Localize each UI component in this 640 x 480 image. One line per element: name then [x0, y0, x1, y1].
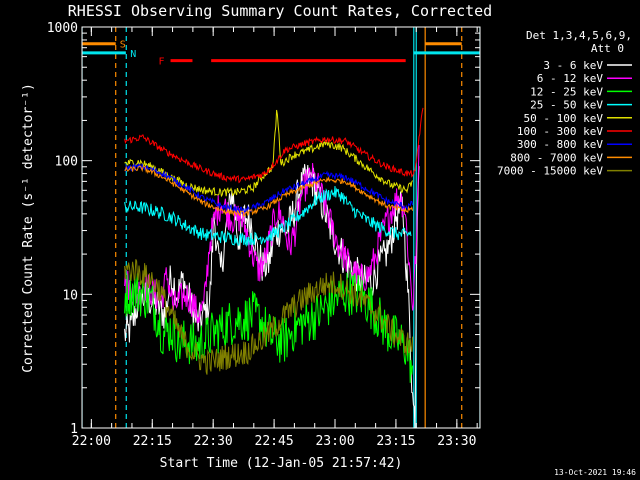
flag-label-S: S [120, 40, 126, 51]
axes: 1 10 100 1000 22:00 22:15 22:30 22:45 23:00 23:15… [47, 21, 480, 449]
y-tick-label-0: 1 [70, 422, 78, 437]
series-line-1 [124, 144, 420, 324]
legend-label-2: 12 - 25 keV [530, 85, 603, 98]
series-line-0 [124, 164, 420, 428]
legend-label-4: 50 - 100 keV [524, 112, 604, 125]
x-tick-label-1: 22:15 [133, 434, 172, 449]
plot-area [82, 27, 480, 428]
y-axis-label: Corrected Count Rate (s⁻¹ detector⁻¹) [21, 83, 36, 373]
legend-label-7: 800 - 7000 keV [510, 151, 603, 164]
series-line-7 [124, 165, 414, 218]
legend-header-line-1: Det 1,3,4,5,6,9, [526, 29, 632, 42]
series-line-5 [124, 107, 424, 184]
x-axis-label: Start Time (12-Jan-05 21:57:42) [160, 456, 403, 471]
y-tick-label-2: 100 [55, 155, 78, 170]
series-line-3 [124, 186, 412, 248]
legend-label-0: 3 - 6 keV [543, 59, 603, 72]
flag-label-F: F [159, 57, 165, 68]
legend-label-1: 6 - 12 keV [537, 72, 604, 85]
x-tick-label-0: 22:00 [72, 434, 111, 449]
legend-label-8: 7000 - 15000 keV [497, 165, 603, 178]
series-line-2 [124, 270, 414, 383]
plot-frame [81, 26, 481, 429]
footer-date: 13-Oct-2021 19:46 [554, 468, 636, 477]
legend-header-line-2: Att 0 [591, 42, 624, 55]
x-tick-label-6: 23:30 [437, 434, 476, 449]
flag-label-N: N [130, 49, 136, 60]
y-tick-label-3: 1000 [47, 21, 78, 36]
legend-label-5: 100 - 300 keV [517, 125, 603, 138]
chart-title: RHESSI Observing Summary Count Rates, Co… [68, 2, 492, 20]
series-line-4 [124, 109, 414, 198]
series-line-6 [124, 162, 414, 214]
legend-label-6: 300 - 800 keV [517, 138, 603, 151]
series-line-8 [124, 259, 414, 375]
x-tick-label-2: 22:30 [194, 434, 233, 449]
legend-label-3: 25 - 50 keV [530, 99, 603, 112]
y-tick-label-1: 10 [62, 288, 78, 303]
x-tick-label-4: 23:00 [315, 434, 354, 449]
x-tick-label-3: 22:45 [255, 434, 294, 449]
x-tick-label-5: 23:15 [376, 434, 415, 449]
